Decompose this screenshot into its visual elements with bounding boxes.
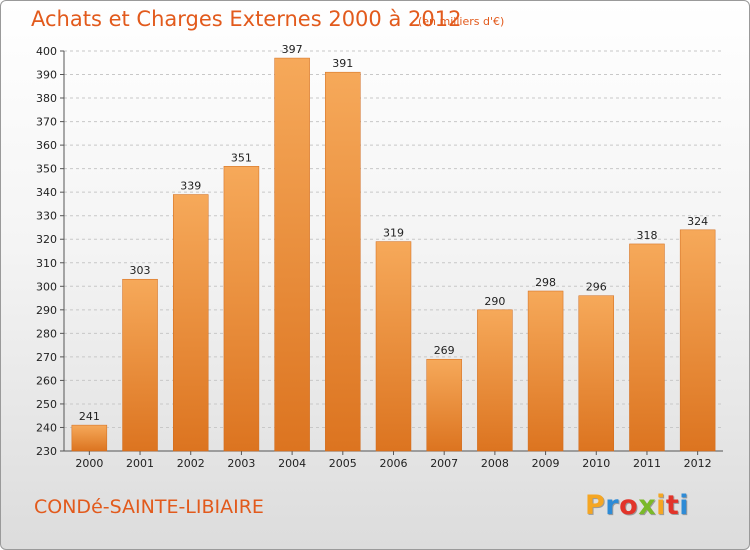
- bar-2008: [477, 309, 513, 452]
- logo-letter: x: [638, 490, 657, 521]
- y-tick-label: 310: [36, 257, 57, 270]
- y-tick-label: 300: [36, 280, 57, 293]
- value-label-2004: 397: [282, 43, 303, 56]
- bar-2003: [223, 166, 260, 452]
- y-tick-label: 350: [36, 163, 57, 176]
- bar-2006: [375, 241, 412, 452]
- y-tick-label: 260: [36, 374, 57, 387]
- bar-2011: [629, 243, 665, 452]
- x-tick-label-2003: 2003: [227, 457, 255, 470]
- x-tick-label-2007: 2007: [430, 457, 458, 470]
- x-tick-label-2011: 2011: [633, 457, 661, 470]
- bar-2005: [325, 71, 361, 452]
- bar-2004: [274, 57, 310, 452]
- x-tick-label-2004: 2004: [278, 457, 306, 470]
- value-label-2012: 324: [687, 215, 708, 228]
- value-label-2008: 290: [484, 295, 505, 308]
- proxiti-logo: Proxiti: [585, 490, 689, 521]
- chart-unit: (en milliers d'€): [418, 15, 505, 28]
- x-tick-label-2001: 2001: [126, 457, 154, 470]
- x-tick-label-2012: 2012: [684, 457, 712, 470]
- value-label-2006: 319: [383, 227, 404, 240]
- bar-2001: [122, 278, 158, 452]
- value-label-2011: 318: [636, 229, 657, 242]
- value-label-2002: 339: [180, 180, 201, 193]
- bars: [71, 57, 716, 452]
- x-tick-label-2005: 2005: [329, 457, 357, 470]
- bar-2000: [71, 424, 108, 452]
- y-tick-label: 360: [36, 139, 57, 152]
- y-tick-label: 320: [36, 233, 57, 246]
- value-label-2003: 351: [231, 151, 252, 164]
- bar-2002: [172, 194, 209, 452]
- bar-2009: [527, 290, 564, 452]
- y-tick-label: 290: [36, 304, 57, 317]
- value-label-2010: 296: [586, 281, 607, 294]
- y-tick-label: 340: [36, 186, 57, 199]
- y-tick-label: 370: [36, 116, 57, 129]
- logo-letter: t: [665, 490, 680, 521]
- bar-2007: [426, 358, 462, 452]
- y-tick-label: 250: [36, 398, 57, 411]
- place-name: CONDé-SAINTE-LIBIAIRE: [34, 496, 264, 518]
- logo-letter: o: [619, 490, 639, 521]
- value-label-2009: 298: [535, 276, 556, 289]
- y-tick-label: 270: [36, 351, 57, 364]
- chart-title: Achats et Charges Externes 2000 à 2012: [31, 7, 462, 31]
- x-tick-label-2002: 2002: [177, 457, 205, 470]
- x-tick-label-2000: 2000: [75, 457, 103, 470]
- logo-letter: i: [656, 490, 666, 521]
- value-labels: 241 303 339 351 397 391 319 269 290 298 296 318 324: [79, 43, 708, 423]
- y-tick-label: 230: [36, 445, 57, 458]
- y-tick-label: 280: [36, 327, 57, 340]
- value-label-2007: 269: [434, 344, 455, 357]
- y-tick-label: 400: [36, 45, 57, 58]
- y-tick-label: 380: [36, 92, 57, 105]
- bar-2010: [578, 295, 615, 452]
- value-label-2000: 241: [79, 410, 100, 423]
- y-tick-label: 330: [36, 210, 57, 223]
- x-tick-label-2008: 2008: [481, 457, 509, 470]
- logo-letter: i: [679, 490, 690, 521]
- y-tick-label: 390: [36, 69, 57, 82]
- y-tick-label: 240: [36, 421, 57, 434]
- value-label-2005: 391: [332, 57, 353, 70]
- logo-letter: r: [605, 490, 620, 521]
- value-label-2001: 303: [130, 264, 151, 277]
- x-tick-label-2006: 2006: [380, 457, 408, 470]
- x-tick-label-2009: 2009: [532, 457, 560, 470]
- bar-2012: [679, 229, 716, 452]
- x-tick-label-2010: 2010: [582, 457, 610, 470]
- logo-letter: P: [585, 490, 606, 521]
